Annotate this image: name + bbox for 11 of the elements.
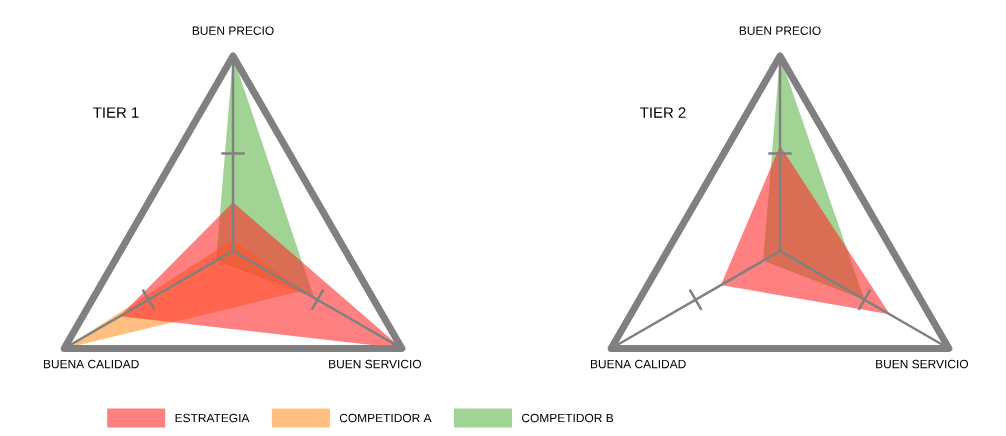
- spoke-label: BUEN SERVICIO: [329, 359, 422, 369]
- legend-label: ESTRATEGIA: [175, 413, 250, 423]
- spoke-label: BUENA CALIDAD: [590, 359, 686, 369]
- text: TIER 1: [93, 107, 139, 118]
- spoke-label: BUEN PRECIO: [192, 26, 274, 35]
- spoke-label: BUEN PRECIO: [739, 26, 821, 35]
- legend-label: COMPETIDOR B: [521, 413, 614, 423]
- spoke-label: BUEN SERVICIO: [876, 359, 969, 369]
- legend-label: COMPETIDOR A: [339, 413, 432, 423]
- spoke-label: BUENA CALIDAD: [43, 359, 139, 369]
- text: TIER 2: [640, 107, 686, 118]
